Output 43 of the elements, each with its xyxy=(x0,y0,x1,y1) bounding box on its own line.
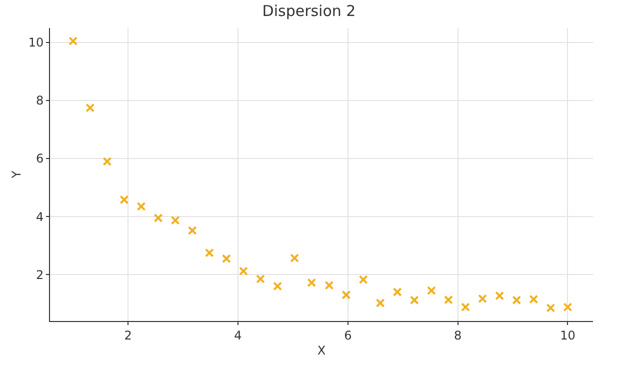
point xyxy=(170,216,180,225)
point xyxy=(204,248,214,258)
point xyxy=(460,302,470,312)
point xyxy=(307,278,316,288)
point xyxy=(68,36,78,46)
y-tick-label: 10 xyxy=(28,36,44,50)
point xyxy=(256,274,265,284)
y-axis-title: Y xyxy=(10,170,24,180)
x-tick-label: 4 xyxy=(234,328,242,342)
y-tick-label: 4 xyxy=(36,210,44,224)
point xyxy=(495,291,504,300)
x-tick-label: 8 xyxy=(454,328,462,342)
x-axis-title: X xyxy=(317,343,326,358)
point xyxy=(154,214,163,223)
point xyxy=(222,254,231,264)
x-tick-label: 10 xyxy=(560,328,576,342)
point xyxy=(546,303,556,312)
point xyxy=(120,195,129,204)
y-tick-label: 2 xyxy=(36,268,44,282)
y-tick-label: 6 xyxy=(36,152,44,166)
point xyxy=(410,296,419,305)
point xyxy=(376,298,385,308)
point xyxy=(426,286,436,296)
point xyxy=(324,280,334,290)
point xyxy=(444,295,453,304)
point xyxy=(86,103,95,112)
x-tick-label: 2 xyxy=(124,328,132,342)
point xyxy=(136,202,146,211)
point xyxy=(238,266,248,276)
point xyxy=(358,275,368,284)
y-tick-label: 8 xyxy=(36,94,44,108)
point xyxy=(342,290,351,300)
point xyxy=(478,294,488,304)
point xyxy=(102,156,112,166)
point xyxy=(392,287,402,296)
x-tick-label: 6 xyxy=(344,328,352,342)
point xyxy=(290,254,300,263)
point xyxy=(273,282,282,291)
point xyxy=(529,294,538,304)
point xyxy=(512,296,522,305)
point xyxy=(188,226,197,235)
point xyxy=(563,302,572,312)
chart-title: Dispersion 2 xyxy=(262,2,356,20)
